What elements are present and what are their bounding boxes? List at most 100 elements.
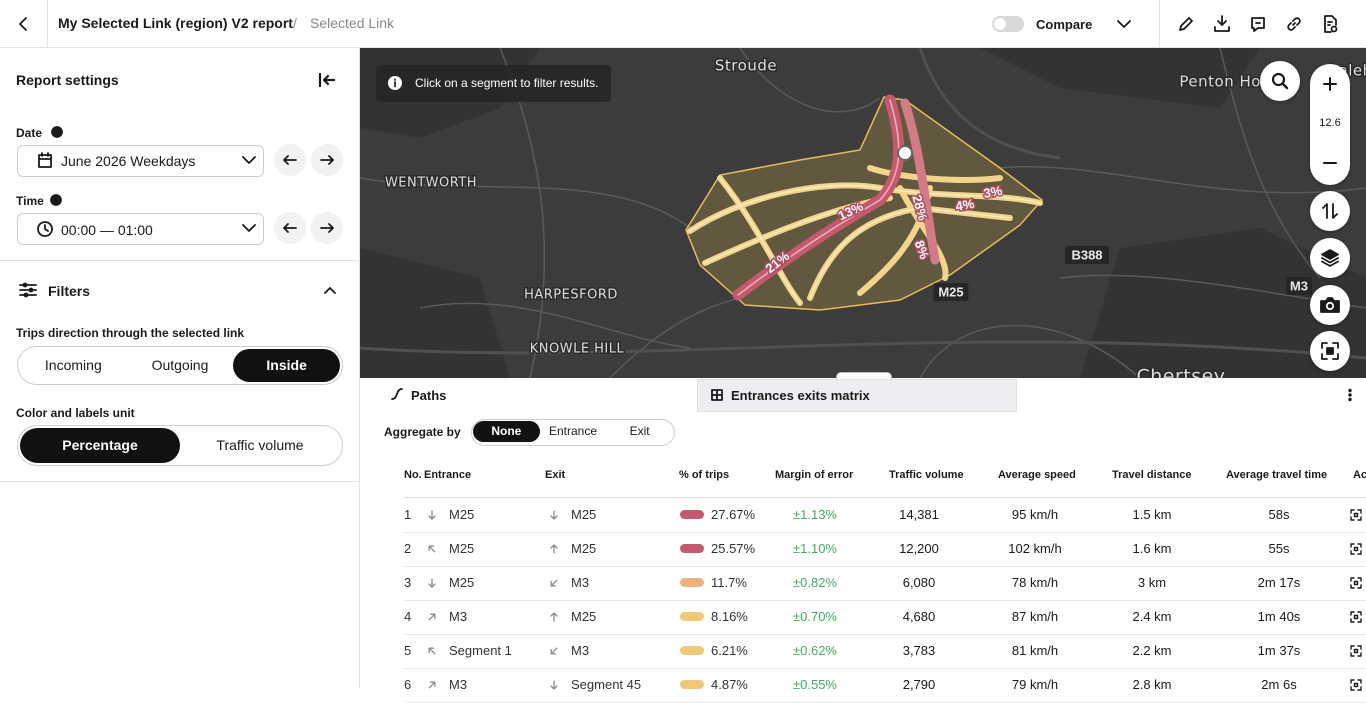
zoom-out[interactable]	[1323, 156, 1337, 170]
direction-arrow	[428, 647, 436, 655]
road-shield	[933, 283, 969, 301]
trips-swatch	[680, 680, 704, 689]
average-speed: 102 km/h	[1008, 541, 1062, 556]
focus-shape	[1350, 543, 1362, 555]
aggregate-segmented: None Entrance Exit	[471, 419, 675, 446]
trips-swatch	[680, 510, 704, 519]
date-select[interactable]	[17, 145, 264, 177]
filters-icon	[19, 282, 37, 298]
segment-option[interactable]: Percentage	[20, 428, 180, 463]
next-date[interactable]	[311, 144, 343, 176]
traffic-volume: 3,783	[902, 643, 936, 658]
tab-label[interactable]: Paths	[411, 388, 447, 403]
focus-row[interactable]	[1350, 577, 1362, 589]
time-value: 00:00 — 01:00	[61, 222, 153, 238]
trips-share: 27.67%	[711, 507, 756, 522]
travel-distance: 2.2 km	[1132, 643, 1172, 658]
focus-row[interactable]	[1350, 543, 1362, 555]
search-button[interactable]	[1260, 61, 1300, 101]
tab-label[interactable]: Entrances exits matrix	[731, 388, 870, 403]
clock-icon	[37, 221, 53, 237]
road-label: B388	[1071, 247, 1102, 262]
header-rule	[404, 497, 1366, 498]
compare-toggle[interactable]	[992, 16, 1024, 32]
download-button[interactable]	[1214, 15, 1230, 33]
link-button[interactable]	[1286, 16, 1302, 32]
segment-option[interactable]: Traffic volume	[216, 437, 304, 453]
arrow-shape	[428, 647, 436, 655]
travel-time: 2m 6s	[1261, 677, 1297, 692]
segment-label[interactable]: 3%	[981, 181, 1006, 202]
column-header: Average travel time	[1226, 469, 1328, 481]
aggregate-label: Aggregate by	[384, 425, 461, 439]
share-button[interactable]	[1250, 16, 1266, 32]
next-time[interactable]	[311, 212, 343, 244]
info-icon[interactable]	[50, 194, 62, 206]
direction-arrow	[428, 578, 436, 588]
row-number: 3	[404, 575, 412, 590]
entrance: M25	[449, 507, 475, 522]
place-label: KNOWLE HILL	[530, 342, 625, 357]
breadcrumb[interactable]: Selected Link	[310, 15, 395, 31]
average-speed: 87 km/h	[1011, 609, 1059, 624]
prev-date[interactable]	[274, 144, 306, 176]
more-button[interactable]	[1347, 388, 1353, 402]
focus-row[interactable]	[1350, 679, 1362, 691]
collapse-sidebar[interactable]	[318, 72, 336, 88]
focus-shape	[1350, 645, 1362, 657]
swap-button[interactable]	[1310, 191, 1350, 231]
info-text: Click on a segment to filter results.	[415, 76, 599, 90]
segment-option[interactable]: Incoming	[44, 357, 102, 373]
date-label: Date	[16, 126, 43, 140]
link-roads[interactable]	[687, 94, 1043, 306]
focus-row[interactable]	[1350, 611, 1362, 623]
margin-of-error: ±0.62%	[793, 643, 837, 658]
travel-time: 1m 37s	[1257, 643, 1301, 658]
column-header: Traffic volume	[889, 469, 964, 481]
margin-of-error: ±0.82%	[793, 575, 837, 590]
column-header: Entrance	[424, 469, 472, 481]
focus-row[interactable]	[1350, 509, 1362, 521]
focus-shape	[1350, 679, 1362, 691]
trips-swatch	[680, 578, 704, 587]
direction-arrow	[428, 681, 436, 689]
exit: M25	[571, 507, 597, 522]
travel-time: 55s	[1268, 541, 1290, 556]
info-icon[interactable]	[51, 126, 63, 138]
back-button[interactable]	[16, 16, 32, 32]
prev-time[interactable]	[274, 212, 306, 244]
tab[interactable]	[697, 379, 1017, 412]
road-shield	[1065, 246, 1109, 264]
zoom-in[interactable]	[1323, 77, 1337, 91]
fit-button[interactable]	[1310, 331, 1350, 371]
segment-option[interactable]: Entrance	[548, 424, 597, 438]
time-select[interactable]	[17, 213, 264, 245]
segment-label[interactable]: 4%	[953, 194, 978, 215]
segment-option[interactable]: Exit	[629, 424, 650, 438]
edit-button[interactable]	[1178, 16, 1194, 32]
collapse-filters[interactable]	[324, 286, 336, 294]
filters-title[interactable]: Filters	[48, 283, 91, 299]
average-speed: 78 km/h	[1011, 575, 1059, 590]
layers-button[interactable]	[1310, 238, 1350, 278]
direction-arrow	[550, 680, 558, 690]
arrow-shape	[428, 510, 436, 520]
trips-share: 4.87%	[711, 677, 748, 692]
column-header: Average speed	[998, 469, 1076, 481]
entrance: M25	[449, 541, 475, 556]
segment-option[interactable]: Outgoing	[151, 357, 209, 373]
segment-option[interactable]: None	[473, 421, 540, 442]
report-button[interactable]	[1322, 15, 1338, 33]
focus-row[interactable]	[1350, 645, 1362, 657]
direction-arrow	[550, 647, 558, 655]
paths-icon	[391, 388, 403, 400]
screenshot-button[interactable]	[1310, 285, 1350, 325]
segment-option[interactable]: Inside	[233, 349, 340, 382]
traffic-volume: 12,200	[899, 541, 939, 556]
travel-distance: 1.6 km	[1132, 541, 1172, 556]
row-number: 4	[404, 609, 412, 624]
link-marker[interactable]	[897, 145, 913, 161]
compare-dropdown[interactable]	[1116, 16, 1132, 32]
traffic-volume: 4,680	[902, 609, 936, 624]
